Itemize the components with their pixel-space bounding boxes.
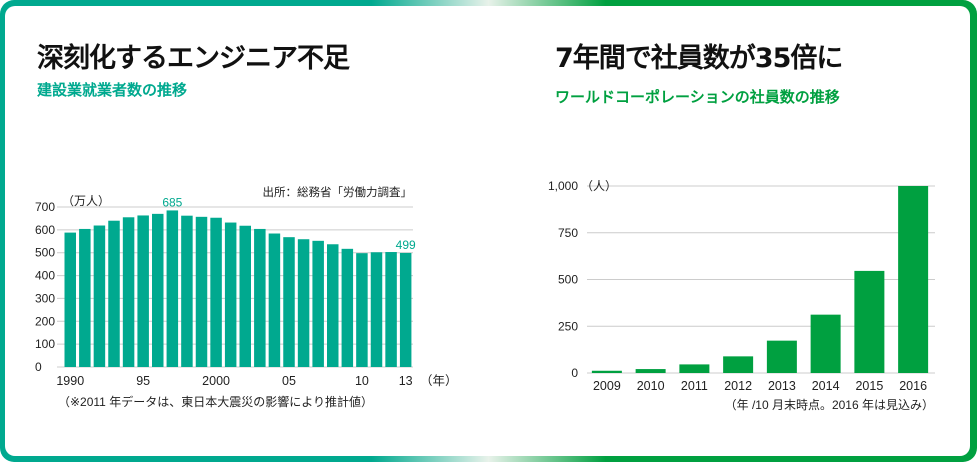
bar-1996 xyxy=(152,213,164,367)
x-tick-label: 2014 xyxy=(812,379,840,393)
bar-2011 xyxy=(370,252,383,367)
source-label: 出所：総務省「労働力調査」 xyxy=(263,185,413,199)
left-title: 深刻化するエンジニア不足 xyxy=(37,43,350,74)
y-tick-label: 300 xyxy=(35,291,55,305)
bar-1999 xyxy=(195,216,208,367)
bar-2015 xyxy=(854,270,885,373)
y-tick-label: 1,000 xyxy=(548,179,578,193)
bar-2003 xyxy=(254,228,266,367)
bar-2011 xyxy=(679,364,710,373)
x-tick-label: 2010 xyxy=(637,379,665,393)
bar-2008 xyxy=(327,244,339,367)
x-tick-label: 2000 xyxy=(202,374,230,388)
x-axis-unit: （年） xyxy=(420,374,458,388)
data-label: 499 xyxy=(396,238,416,252)
bar-2010 xyxy=(635,369,666,373)
bar-2002 xyxy=(239,225,251,367)
y-tick-label: 200 xyxy=(35,314,55,328)
bar-2014 xyxy=(810,314,841,373)
bar-1991 xyxy=(79,228,91,367)
x-tick-label: 2013 xyxy=(768,379,796,393)
footnote: （※2011 年データは、東日本大震災の影響により推計値） xyxy=(58,394,373,409)
bar-1990 xyxy=(64,232,76,367)
footnote: （年 /10 月末時点。2016 年は見込み） xyxy=(725,398,934,412)
y-tick-label: 700 xyxy=(35,200,55,214)
y-tick-label: 500 xyxy=(35,246,55,260)
x-tick-label: 2012 xyxy=(724,379,752,393)
x-tick-label: 1990 xyxy=(56,374,84,388)
bar-1998 xyxy=(181,215,193,367)
y-tick-label: 0 xyxy=(35,360,42,374)
x-tick-label: 2009 xyxy=(593,379,621,393)
y-axis-unit: （万人） xyxy=(62,194,110,208)
right-title: 7年間で社員数が35倍に xyxy=(555,43,843,74)
bar-2000 xyxy=(210,217,222,367)
content-panel xyxy=(5,6,970,456)
bar-2012 xyxy=(385,252,397,367)
bar-2001 xyxy=(224,222,237,367)
x-tick-label: 2016 xyxy=(899,379,927,393)
y-axis-unit: （人） xyxy=(581,179,617,193)
x-tick-label: 95 xyxy=(136,374,150,388)
y-tick-label: 400 xyxy=(35,269,55,283)
bar-2016 xyxy=(898,186,929,373)
x-tick-label: 10 xyxy=(355,374,369,388)
bar-1993 xyxy=(108,220,120,367)
y-tick-label: 500 xyxy=(558,273,578,287)
bar-2013 xyxy=(399,252,412,367)
bar-2009 xyxy=(591,370,622,373)
bar-2012 xyxy=(723,356,754,373)
y-tick-label: 0 xyxy=(571,366,578,380)
bar-2006 xyxy=(297,239,310,367)
bar-2005 xyxy=(283,237,295,367)
y-tick-label: 750 xyxy=(558,226,578,240)
x-tick-label: 05 xyxy=(282,374,296,388)
bar-1992 xyxy=(93,225,106,367)
bar-1994 xyxy=(122,217,135,367)
data-label: 685 xyxy=(162,195,182,209)
bar-2010 xyxy=(356,253,368,367)
right-subtitle: ワールドコーポレーションの社員数の推移 xyxy=(555,88,840,106)
y-tick-label: 600 xyxy=(35,223,55,237)
y-tick-label: 250 xyxy=(558,319,578,333)
x-tick-label: 13 xyxy=(399,374,413,388)
bar-1995 xyxy=(137,215,149,367)
bar-2004 xyxy=(268,233,281,367)
bar-1997 xyxy=(166,210,179,367)
x-tick-label: 2015 xyxy=(855,379,883,393)
x-tick-label: 2011 xyxy=(681,379,708,393)
left-subtitle: 建設業就業者数の推移 xyxy=(37,81,188,99)
bar-2013 xyxy=(766,340,797,373)
bar-2009 xyxy=(341,248,354,367)
y-tick-label: 100 xyxy=(35,337,55,351)
bar-2007 xyxy=(312,240,324,367)
